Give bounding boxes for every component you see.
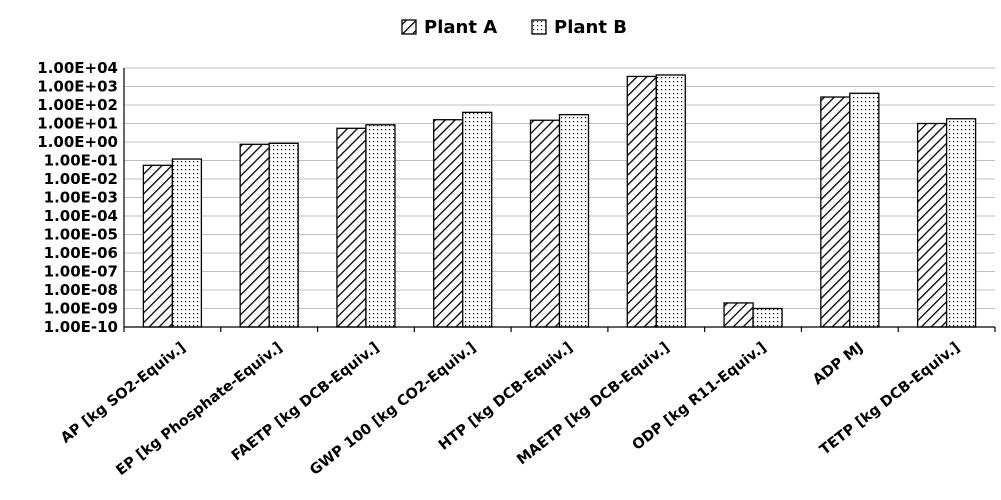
y-tick-label: 1.00E+04 (37, 59, 118, 77)
y-tick-label: 1.00E-01 (44, 152, 118, 170)
bar-plant-a-4 (433, 119, 464, 328)
legend-swatch-2 (531, 19, 547, 35)
plot-area (142, 74, 977, 328)
bar-plant-b-3 (365, 124, 396, 328)
legend-label-1: Plant A (424, 17, 497, 38)
bar-plant-b-8 (849, 92, 880, 328)
y-tick-label: 1.00E+02 (37, 96, 118, 114)
bar-plant-a-6 (626, 75, 657, 328)
x-category-label: EP [kg Phosphate-Equiv.] (113, 340, 285, 479)
bar-plant-a-5 (529, 119, 561, 328)
bar-plant-a-2 (239, 143, 270, 328)
x-axis: AP [kg SO2-Equiv.]EP [kg Phosphate-Equiv… (58, 326, 996, 479)
y-tick-label: 1.00E+00 (37, 133, 118, 151)
legend: Plant A Plant B (401, 17, 627, 38)
bar-plant-b-7 (752, 307, 783, 328)
bar-plant-b-2 (268, 142, 299, 328)
bar-plant-b-5 (558, 114, 590, 328)
y-tick-label: 1.00E-08 (44, 281, 118, 299)
y-tick-label: 1.00E-09 (44, 300, 118, 318)
bar-plant-b-6 (655, 74, 686, 328)
legend-swatch-1 (401, 19, 417, 35)
bar-plant-b-9 (945, 118, 977, 328)
y-tick-label: 1.00E-07 (44, 263, 118, 281)
y-tick-label: 1.00E-10 (44, 318, 118, 336)
y-tick-label: 1.00E-05 (44, 226, 118, 244)
bar-plant-a-1 (142, 164, 174, 328)
bar-plant-a-3 (336, 127, 367, 328)
x-category-label: ADP MJ (810, 340, 866, 389)
bar-plant-b-4 (462, 111, 493, 328)
legend-label-2: Plant B (554, 17, 627, 38)
y-tick-label: 1.00E+01 (37, 115, 118, 133)
x-category-label: GWP 100 [kg CO2-Equiv.] (307, 340, 479, 479)
x-category-label: MAETP [kg DCB-Equiv.] (514, 340, 672, 469)
y-tick-label: 1.00E-06 (44, 244, 118, 262)
y-tick-label: 1.00E-03 (44, 189, 118, 207)
bar-plant-b-1 (171, 158, 203, 328)
y-tick-label: 1.00E+03 (37, 78, 118, 96)
y-tick-label: 1.00E-04 (44, 207, 118, 225)
bar-plant-a-9 (916, 122, 948, 328)
y-tick-label: 1.00E-02 (44, 170, 118, 188)
y-axis: 1.00E-101.00E-091.00E-081.00E-071.00E-06… (37, 59, 125, 336)
bar-plant-a-8 (820, 96, 851, 328)
bar-plant-a-7 (723, 302, 754, 328)
